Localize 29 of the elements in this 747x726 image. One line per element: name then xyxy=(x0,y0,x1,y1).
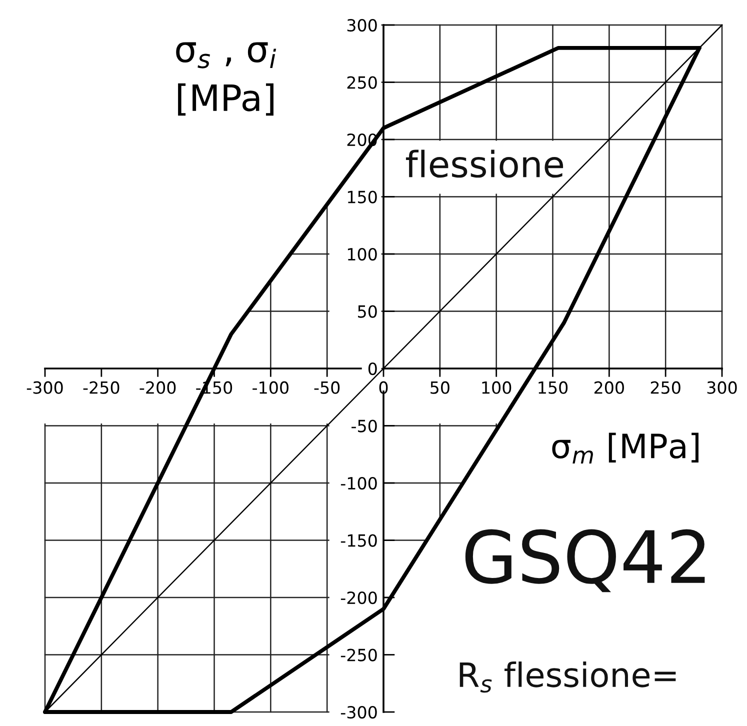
x-tick-label: 150 xyxy=(538,381,568,394)
annotation: R$_{s}$ flessione= xyxy=(460,662,676,693)
y-tick-label: -100 xyxy=(340,476,377,490)
y-tick-label: 50 xyxy=(358,305,377,318)
x-tick-label: 100 xyxy=(482,381,512,394)
x-tick-label: 250 xyxy=(650,381,680,394)
y-tick-label: -300 xyxy=(340,706,377,719)
x-tick-label: 200 xyxy=(594,381,624,394)
x-tick-label: -50 xyxy=(314,381,340,394)
y-tick-label: -150 xyxy=(340,534,377,547)
y-tick-label: -250 xyxy=(340,648,377,662)
y-axis-title: σ$_{s}$ , σ$_{i}$ [MPa] xyxy=(176,42,276,116)
y-tick-label: 250 xyxy=(347,76,377,89)
y-tick-label: -50 xyxy=(352,420,377,432)
x-tick-label: -200 xyxy=(140,381,176,394)
y-tick-label: 300 xyxy=(347,18,377,32)
text: GSQ42 xyxy=(465,529,705,592)
y-tick-label: 150 xyxy=(348,190,377,204)
x-axis-title: σ$_{m}$ [MPa] xyxy=(552,432,698,464)
x-tick-label: 0 xyxy=(379,381,388,394)
y-tick-label: -200 xyxy=(340,591,377,604)
y-tick-label: 0 xyxy=(368,362,377,376)
annotation: flessione xyxy=(406,150,564,178)
x-tick-label: -250 xyxy=(83,381,120,394)
x-tick-label: -300 xyxy=(26,381,63,394)
x-tick-label: -100 xyxy=(252,381,288,394)
y-tick-label: 100 xyxy=(348,248,377,261)
x-tick-label: 50 xyxy=(430,381,450,394)
x-tick-label: 300 xyxy=(707,381,737,394)
